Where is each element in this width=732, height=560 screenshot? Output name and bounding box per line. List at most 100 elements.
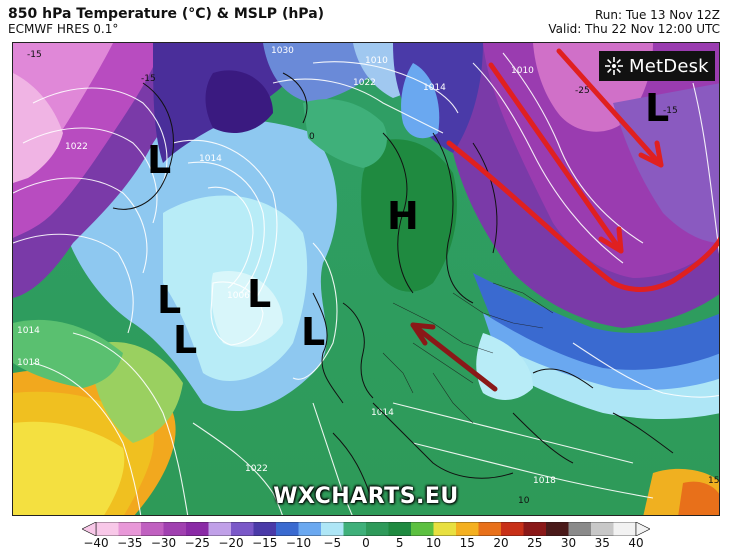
colorbar-tick-labels: −40 −35 −30 −25 −20 −15 −10 −5 0 5 10 15 20 25 30 35 40	[82, 536, 650, 552]
isobar-3	[13, 177, 148, 274]
temp-zone-cyan-east	[493, 343, 719, 419]
coast-finland	[472, 142, 498, 254]
colorbar-cell	[231, 522, 254, 536]
temp-label-1: -15	[27, 50, 42, 60]
low-pressure-greenland: L	[147, 138, 172, 182]
border-4	[432, 372, 474, 424]
arrow-se-nw[interactable]	[410, 322, 498, 392]
isobar-label-4: 1022	[353, 78, 376, 88]
isobar-15	[472, 62, 624, 264]
temp-label-2: -15	[141, 74, 156, 84]
colorbar-cell	[321, 522, 344, 536]
coast-iceland	[282, 72, 308, 124]
temp-label-5: -15	[663, 106, 678, 116]
colorbar-tick-label: −40	[83, 536, 109, 550]
isobar-label-3: 1014	[199, 154, 222, 164]
colorbar-tick-label: −35	[117, 536, 143, 550]
metdesk-logo: MetDesk	[599, 51, 715, 81]
chart-title: 850 hPa Temperature (°C) & MSLP (hPa)	[8, 6, 325, 22]
colorbar-tick-label: −25	[184, 536, 210, 550]
header-left: 850 hPa Temperature (°C) & MSLP (hPa) EC…	[8, 6, 324, 36]
colorbar-cell	[96, 522, 119, 536]
temp-zone-green-west	[13, 319, 123, 388]
low-pressure-russia: L	[645, 86, 670, 130]
colorbar-cell	[253, 522, 277, 536]
low-pressure-atlantic-3: L	[247, 272, 272, 316]
run-label: Run: Tue 13 Nov 12Z	[595, 8, 720, 22]
isobar-20	[312, 402, 353, 515]
isobar-18	[392, 402, 634, 464]
isobar-label-2: 1014	[423, 83, 446, 93]
colorbar-tick-label: 30	[560, 536, 577, 550]
border-3	[452, 292, 544, 329]
border-6	[382, 352, 414, 394]
coast-iberia	[332, 432, 374, 504]
coast-sweden	[432, 132, 474, 304]
temp-label-7: 15	[708, 476, 719, 486]
isobar-label-9: 1018	[533, 476, 556, 486]
isobar-label-8: 1022	[245, 464, 268, 474]
model-label: ECMWF HRES 0.1°	[8, 22, 119, 36]
colorbar-cell	[411, 522, 434, 536]
isobar-label-6: 1014	[17, 326, 40, 336]
arrow-nw-se-1[interactable]	[488, 62, 624, 254]
low-pressure-atlantic-2: L	[173, 318, 198, 362]
colorbar-cell	[591, 522, 614, 536]
colorbar-cell	[456, 522, 479, 536]
temp-label-3: 0	[309, 132, 315, 142]
isobar-11	[32, 362, 142, 515]
isobar-label-1: 1010	[365, 56, 388, 66]
temp-zone-sky-east	[483, 313, 719, 399]
colorbar-tick-label: 35	[594, 536, 610, 550]
coast-black-sea	[532, 368, 594, 389]
temp-zone-light-pink-nw	[13, 73, 63, 183]
isobars	[13, 52, 719, 515]
front-curve	[446, 140, 719, 293]
temp-zone-light-cyan	[211, 271, 283, 347]
valid-label: Valid: Thu 22 Nov 12:00 UTC	[548, 22, 720, 36]
colorbar-cell	[366, 522, 389, 536]
temp-zone-yellow	[13, 421, 125, 515]
coast-britain	[342, 302, 374, 399]
arrow-nw-se-2[interactable]	[556, 48, 664, 168]
colorbar-cell	[478, 522, 502, 536]
coast-turkey	[612, 412, 674, 454]
arrow-head-1	[598, 226, 624, 254]
colorbar-tick-label: 40	[628, 536, 644, 550]
low-pressure-atlantic-1: L	[157, 278, 182, 322]
arrow-head-2	[638, 140, 664, 168]
colorbar-cell	[141, 522, 164, 536]
temp-zone-blue-east	[473, 273, 719, 380]
colorbar-cell	[523, 522, 547, 536]
isobar-13	[272, 78, 444, 134]
temperature-colorbar	[82, 522, 650, 536]
wxcharts-watermark: WXCHARTS.EU	[273, 484, 459, 509]
isobar-9	[292, 242, 338, 380]
colorbar-tick-label: −5	[323, 536, 342, 550]
temp-zone-se-hot	[678, 481, 719, 515]
isobar-label-13: 1010	[511, 66, 534, 76]
border-5	[492, 282, 554, 314]
colorbar-tick-label: −10	[285, 536, 312, 550]
colorbar-cell	[298, 522, 322, 536]
dark-arrow	[410, 322, 498, 392]
isobar-12	[192, 422, 283, 515]
front-arrows	[446, 48, 719, 293]
colorbar-cell	[568, 522, 592, 536]
weather-map: 1010 1014 1014 1022 1006 1014 1018 1022 …	[12, 42, 720, 516]
colorbar-tick-label: 10	[425, 536, 442, 550]
isobar-label-7: 1018	[17, 358, 40, 368]
colorbar-right-arrow	[635, 522, 650, 536]
colorbar-tick-label: 25	[527, 536, 543, 550]
isobar-19	[412, 442, 654, 499]
coast-greenland	[112, 82, 174, 210]
colorbar-cell	[118, 522, 142, 536]
colorbar-tick-label: 5	[395, 536, 404, 550]
colorbar-left-arrow	[82, 522, 97, 536]
colorbar-tick-label: 0	[362, 536, 370, 550]
colorbar-cell	[613, 522, 637, 536]
colorbar-cell	[163, 522, 187, 536]
temp-zone-sky-n	[401, 63, 440, 139]
temp-zone-lavender-ne	[613, 83, 719, 243]
colorbar-tick-label: −30	[150, 536, 177, 550]
